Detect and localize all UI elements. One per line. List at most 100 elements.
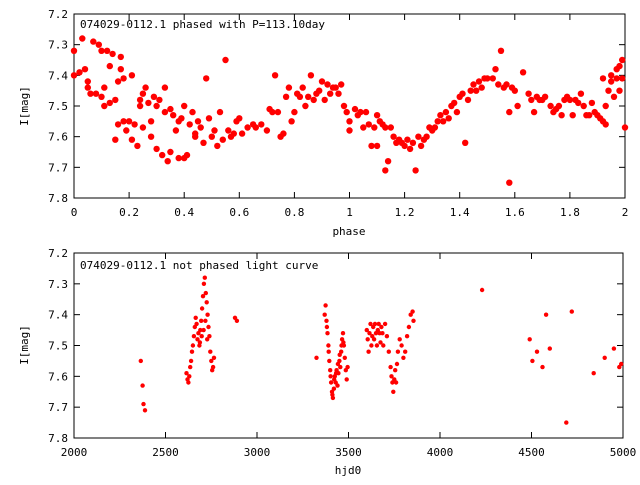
data-point [415, 134, 421, 140]
data-point [131, 121, 137, 127]
y-tick-label: 7.7 [48, 401, 68, 414]
data-point [325, 331, 329, 335]
data-point [288, 118, 294, 124]
data-point [129, 72, 135, 78]
data-point [120, 75, 126, 81]
data-point [343, 356, 347, 360]
data-points [139, 276, 624, 425]
x-tick-label: 0.2 [119, 206, 139, 219]
data-point [387, 350, 391, 354]
data-point [614, 75, 620, 81]
data-point [173, 127, 179, 133]
data-point [118, 54, 124, 60]
data-point [327, 359, 331, 363]
data-point [305, 94, 311, 100]
data-point [381, 343, 385, 347]
x-tick-label: 5000 [610, 446, 637, 459]
x-tick-labels: 0 0.2 0.4 0.6 0.8 1 1.2 1.4 1.6 1.8 2 [71, 206, 629, 219]
data-point [495, 81, 501, 87]
data-point [407, 325, 411, 329]
data-point [570, 112, 576, 118]
data-point [327, 91, 333, 97]
data-point [205, 337, 209, 341]
data-point [388, 124, 394, 130]
data-point [484, 75, 490, 81]
data-point [336, 362, 340, 366]
data-point [300, 84, 306, 90]
data-point [140, 91, 146, 97]
unphased-light-curve-panel: 2000 2500 3000 3500 4000 4500 5000 7.27.37.47.… [18, 247, 636, 477]
data-point [333, 84, 339, 90]
data-point [410, 309, 414, 313]
data-point [435, 118, 441, 124]
data-point [411, 319, 415, 323]
data-point [589, 100, 595, 106]
data-point [492, 66, 498, 72]
data-point [473, 88, 479, 94]
data-point [366, 350, 370, 354]
data-point [101, 84, 107, 90]
data-point [383, 322, 387, 326]
data-point [145, 100, 151, 106]
data-point [528, 97, 534, 103]
data-point [98, 94, 104, 100]
data-point [558, 112, 564, 118]
data-point [390, 134, 396, 140]
data-point [107, 63, 113, 69]
data-point [506, 109, 512, 115]
data-point [454, 109, 460, 115]
data-point [220, 137, 226, 143]
data-point [612, 346, 616, 350]
data-point [190, 350, 194, 354]
data-point [191, 343, 195, 347]
data-point [547, 103, 553, 109]
data-point [603, 121, 609, 127]
data-point [404, 137, 410, 143]
y-tick-label: 7.2 [48, 247, 68, 260]
y-tick-label: 7.3 [48, 39, 68, 52]
y-tick-label: 7.8 [48, 192, 68, 205]
data-point [332, 377, 336, 381]
data-point [410, 140, 416, 146]
data-point [374, 112, 380, 118]
data-point [189, 359, 193, 363]
data-point [412, 167, 418, 173]
data-point [143, 408, 147, 412]
data-point [437, 112, 443, 118]
data-point [159, 152, 165, 158]
data-point [528, 337, 532, 341]
data-point [194, 322, 198, 326]
data-point [153, 103, 159, 109]
data-point [141, 402, 145, 406]
data-point [272, 72, 278, 78]
data-point [385, 158, 391, 164]
data-point [401, 356, 405, 360]
data-point [129, 137, 135, 143]
data-point [540, 365, 544, 369]
data-point [269, 109, 275, 115]
y-tick-label: 7.6 [48, 370, 68, 383]
data-point [325, 325, 329, 329]
x-tick-label: 1.4 [450, 206, 470, 219]
data-point [297, 94, 303, 100]
data-point [209, 134, 215, 140]
data-point [323, 313, 327, 317]
data-point [345, 377, 349, 381]
data-point [345, 365, 349, 369]
data-point [239, 130, 245, 136]
data-point [548, 346, 552, 350]
y-tick-label: 7.2 [48, 8, 68, 21]
data-point [399, 343, 403, 347]
y-tick-labels: 7.2 7.3 7.4 7.5 7.6 7.7 7.8 [48, 8, 68, 205]
data-point [176, 155, 182, 161]
data-point [334, 371, 338, 375]
data-point [567, 97, 573, 103]
data-points [71, 35, 628, 186]
data-point [459, 91, 465, 97]
data-point [332, 387, 336, 391]
data-point [369, 343, 373, 347]
data-point [443, 109, 449, 115]
data-point [79, 35, 85, 41]
y-axis-label: I[mag] [18, 325, 31, 365]
data-point [324, 81, 330, 87]
